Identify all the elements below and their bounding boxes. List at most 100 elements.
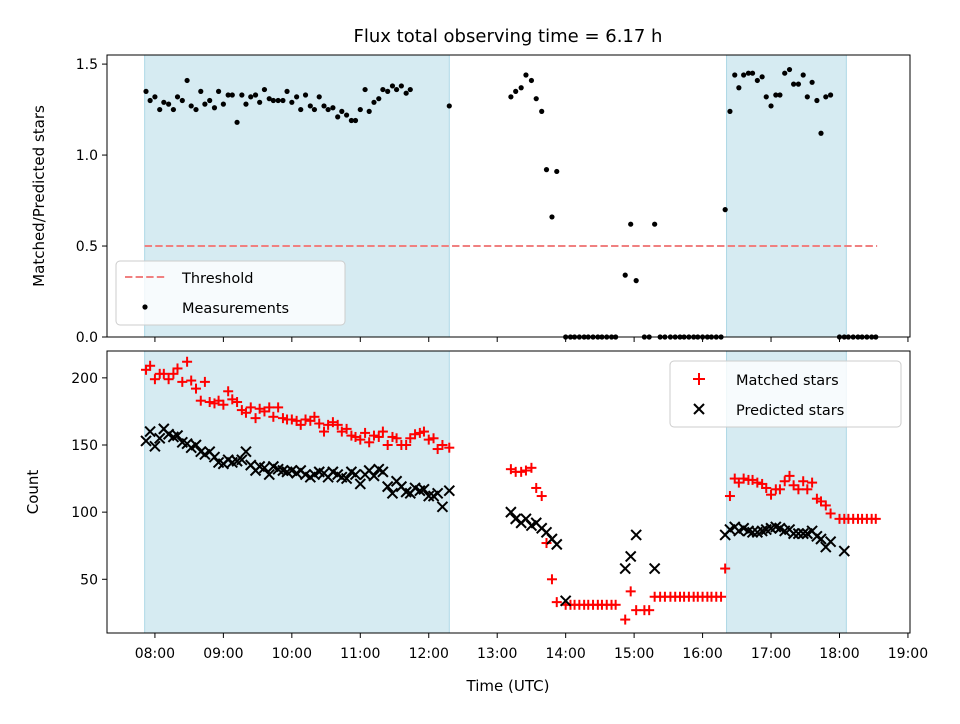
measurement-point xyxy=(745,70,752,76)
legend-predicted-swatch xyxy=(693,403,705,415)
measurement-point xyxy=(311,106,318,113)
matched-stars-point xyxy=(218,399,229,410)
measurement-point xyxy=(339,108,345,114)
measurement-point xyxy=(261,86,268,93)
measurement-point xyxy=(768,103,774,109)
predicted-stars-point xyxy=(368,470,380,482)
measurement-point xyxy=(741,72,747,78)
matched-stars-point xyxy=(620,614,631,625)
measurement-point xyxy=(270,97,276,104)
matched-stars-point xyxy=(802,484,813,495)
x-tick-label: 15:00 xyxy=(614,646,654,662)
matched-stars-point xyxy=(531,482,542,493)
measurement-point xyxy=(823,94,829,100)
matched-stars-point xyxy=(536,491,547,502)
measurement-point xyxy=(294,94,300,100)
measurement-point xyxy=(248,94,254,100)
measurement-point xyxy=(257,99,263,105)
measurement-point xyxy=(266,96,272,102)
y-tick-label: 0.0 xyxy=(76,330,98,346)
predicted-stars-point xyxy=(149,440,161,453)
matched-stars-point xyxy=(423,434,434,445)
matched-stars-point xyxy=(240,407,251,418)
measurement-point xyxy=(782,70,788,76)
measurement-point xyxy=(403,90,409,96)
matched-stars-point xyxy=(364,437,375,448)
matched-stars-point xyxy=(295,419,306,430)
predicted-stars-point xyxy=(263,468,275,481)
measurement-point xyxy=(147,97,153,104)
x-tick-label: 14:00 xyxy=(545,646,585,662)
measurement-point xyxy=(321,103,327,109)
matched-stars-point xyxy=(163,374,174,385)
x-tick-label: 08:00 xyxy=(135,646,175,662)
matched-stars-point xyxy=(190,383,201,394)
measurement-point xyxy=(302,92,309,98)
legend-threshold-label: Threshold xyxy=(181,271,253,287)
x-tick-label: 13:00 xyxy=(477,646,517,662)
matched-stars-point xyxy=(195,395,206,406)
predicted-stars-point xyxy=(509,513,522,525)
x-tick-label: 16:00 xyxy=(682,646,722,662)
count-panel: 50 100 150 200 08:00 09:00 10:00 11:00 12:00 13:… xyxy=(24,350,928,695)
predicted-stars-point xyxy=(436,501,449,513)
matched-stars-point xyxy=(870,513,881,524)
matched-stars-point xyxy=(319,426,330,437)
x-tick-label: 09:00 xyxy=(203,646,243,662)
measurement-point xyxy=(179,97,185,104)
measurement-point xyxy=(773,92,779,98)
measurement-point xyxy=(749,70,756,76)
predicted-stars-point xyxy=(140,435,152,447)
count-panel-frame xyxy=(106,350,911,634)
predicted-stars-point xyxy=(154,432,166,444)
matched-stars-point xyxy=(784,470,795,481)
measurement-point xyxy=(523,72,529,78)
matched-stars-point xyxy=(428,433,439,444)
predicted-stars-point xyxy=(824,535,837,548)
matched-stars-point xyxy=(738,473,749,484)
predicted-stars-point xyxy=(418,483,430,496)
matched-stars-point xyxy=(820,500,831,511)
measurement-point xyxy=(759,74,765,80)
matched-stars-point xyxy=(368,430,379,441)
measurement-point xyxy=(335,114,341,120)
measurement-point xyxy=(280,97,286,104)
matched-stars-point xyxy=(825,508,836,519)
predicted-stars-point xyxy=(236,454,248,466)
ratio-panel: 0.0 0.5 1.0 1.5 Matched/Predicted stars Thr… xyxy=(30,54,911,346)
matched-stars-point xyxy=(149,374,160,385)
y-tick-label: 50 xyxy=(80,572,98,588)
measurement-point xyxy=(800,72,806,78)
measurement-point xyxy=(330,105,336,111)
matched-stars-point xyxy=(410,429,421,440)
observing-window-1 xyxy=(144,350,450,634)
matched-stars-point xyxy=(309,411,320,422)
predicted-stars-point xyxy=(423,490,435,502)
x-tick-label: 10:00 xyxy=(272,646,312,662)
matched-stars-point xyxy=(807,477,818,488)
matched-stars-point xyxy=(541,538,552,549)
measurement-point xyxy=(316,94,322,100)
predicted-stars-point xyxy=(624,550,637,563)
measurement-point xyxy=(157,106,163,113)
predicted-stars-point xyxy=(144,425,156,438)
x-tick-label: 17:00 xyxy=(751,646,791,662)
matched-stars-point xyxy=(286,414,297,425)
measurement-point xyxy=(166,101,172,107)
predicted-stars-point xyxy=(792,527,805,540)
matched-stars-point xyxy=(752,477,763,488)
measurement-point xyxy=(252,92,259,98)
measurement-point xyxy=(188,103,194,109)
matched-stars-point xyxy=(186,375,197,386)
matched-stars-point xyxy=(204,397,215,408)
predicted-stars-point xyxy=(240,446,252,458)
measurement-point xyxy=(202,101,208,107)
legend-matched-swatch xyxy=(693,373,705,385)
measurement-point xyxy=(234,119,240,125)
measurement-point xyxy=(818,130,824,136)
matched-stars-point xyxy=(724,491,735,502)
matched-stars-point xyxy=(172,363,183,374)
y-tick-label: 1.5 xyxy=(76,57,98,73)
measurement-point xyxy=(633,278,639,284)
matched-stars-point xyxy=(177,376,188,387)
